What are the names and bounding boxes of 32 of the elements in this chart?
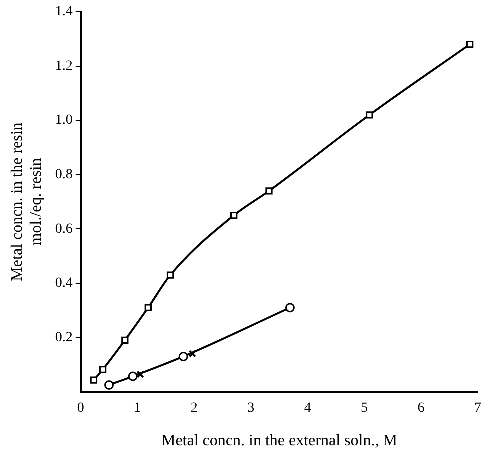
y-tick-label: 0.6 <box>55 222 73 237</box>
point <box>90 376 98 384</box>
x-tick-label: 2 <box>190 401 198 416</box>
point <box>366 112 374 119</box>
y-axis-title: Metal concn. in the resin mol./eq. resin <box>8 122 46 282</box>
point <box>285 303 295 313</box>
point <box>188 350 196 358</box>
point <box>166 272 174 279</box>
x-tick-label: 7 <box>474 401 482 416</box>
x-tick-label: 4 <box>304 401 312 416</box>
y-tick-label: 1.4 <box>55 4 73 20</box>
point <box>230 212 238 220</box>
x-tick-label: 0 <box>77 401 84 416</box>
point <box>104 380 114 390</box>
x-axis-title: Metal concn. in the external soln., M <box>161 432 398 450</box>
x-tick-label: 1 <box>134 401 142 416</box>
y-tick-label: 1.2 <box>55 58 73 74</box>
point <box>466 40 474 48</box>
point <box>266 188 273 195</box>
x-tick-label: 6 <box>418 401 425 416</box>
point <box>178 352 188 362</box>
y-tick-label: 0.4 <box>55 276 73 292</box>
y-tick-label: 0.8 <box>55 168 73 183</box>
x-tick-label: 3 <box>248 401 255 416</box>
point <box>136 370 144 378</box>
point <box>128 372 138 382</box>
point <box>122 336 129 344</box>
x-tick-label: 5 <box>361 401 368 416</box>
point <box>144 304 152 312</box>
point <box>99 366 107 374</box>
y-tick-label: 1.0 <box>55 113 73 128</box>
y-tick-label: 0.2 <box>55 330 73 346</box>
